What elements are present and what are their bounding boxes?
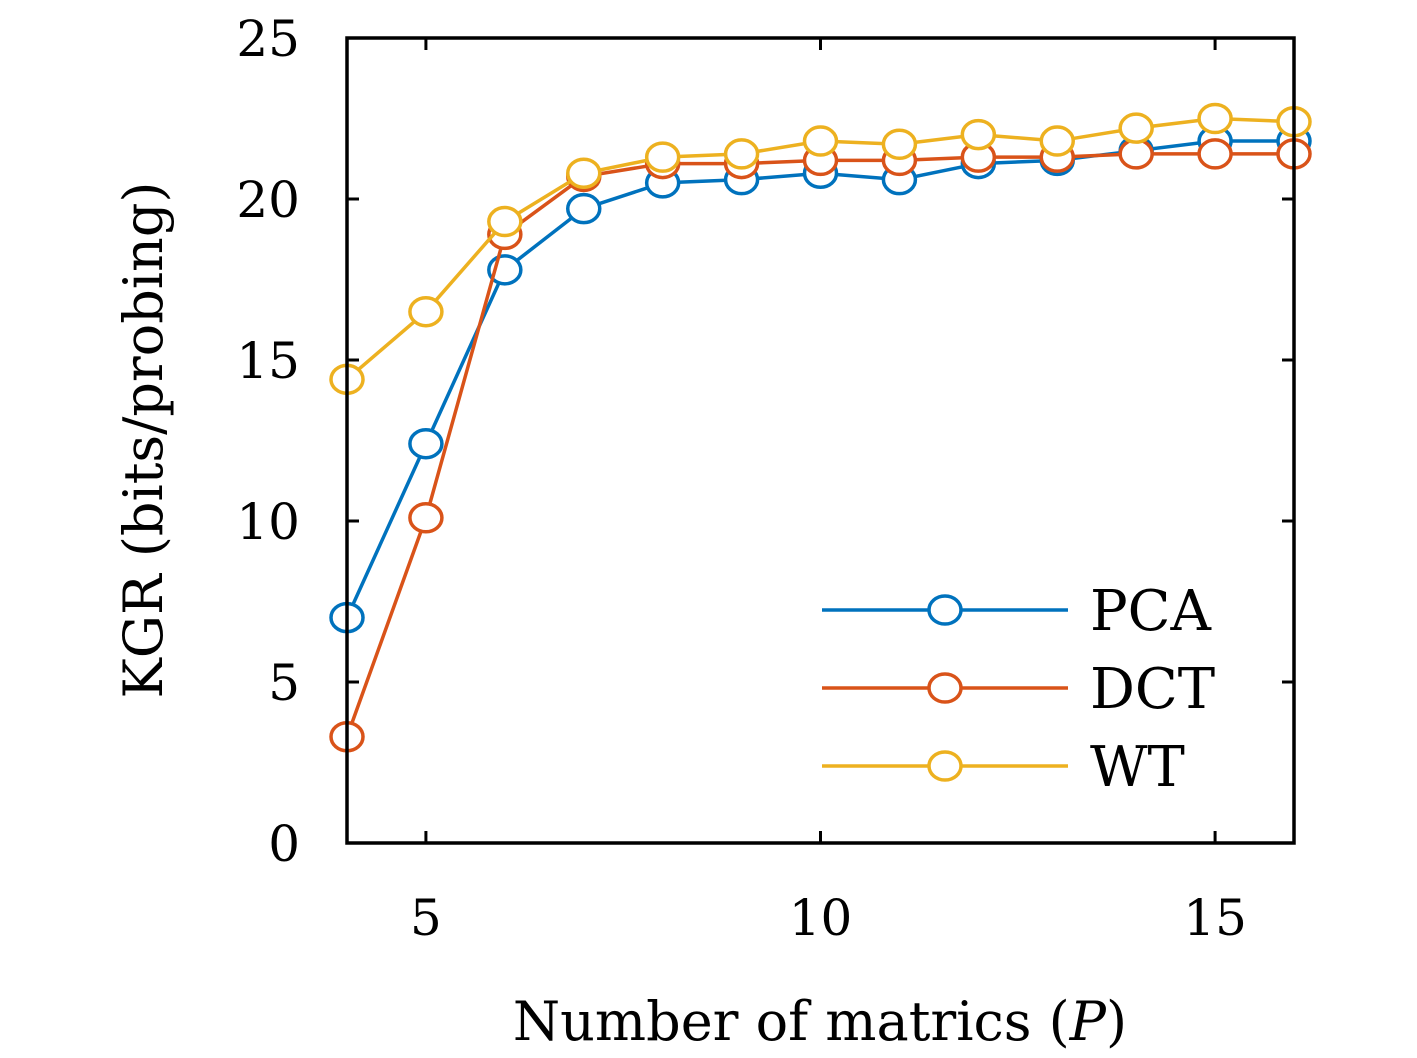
data-point bbox=[723, 138, 760, 170]
data-point bbox=[487, 205, 523, 238]
y-axis-label: KGR (bits/probing) bbox=[112, 182, 175, 699]
series-pca bbox=[329, 125, 1312, 634]
x-tick-label: 10 bbox=[789, 889, 853, 947]
data-point bbox=[1197, 138, 1233, 170]
legend-marker bbox=[927, 672, 963, 704]
data-point bbox=[566, 192, 602, 225]
plot-frame bbox=[345, 36, 1296, 845]
tick-labels: 5 10 15 0 5 10 15 20 25 bbox=[236, 10, 1247, 947]
legend-marker bbox=[927, 750, 963, 782]
series-lines bbox=[329, 102, 1312, 753]
legend-item: DCT bbox=[822, 657, 1215, 722]
y-tick-label: 25 bbox=[236, 10, 300, 68]
data-point bbox=[408, 295, 444, 328]
y-tick-label: 15 bbox=[236, 332, 300, 390]
x-axis-label: Number of matrics (P) bbox=[513, 990, 1127, 1053]
y-tick-label: 20 bbox=[236, 171, 300, 229]
data-point bbox=[960, 118, 997, 151]
legend-item: PCA bbox=[822, 579, 1212, 644]
legend-label: PCA bbox=[1090, 579, 1212, 644]
series-line bbox=[345, 139, 1294, 619]
data-point bbox=[881, 128, 918, 161]
x-tick-label: 5 bbox=[410, 889, 442, 947]
legend-label: WT bbox=[1090, 735, 1185, 800]
data-point bbox=[802, 125, 839, 157]
data-point bbox=[1118, 138, 1154, 170]
y-tick-label: 5 bbox=[268, 654, 300, 712]
data-point bbox=[644, 141, 681, 173]
legend: PCA DCT WT bbox=[822, 579, 1215, 800]
data-point bbox=[408, 502, 444, 534]
data-point bbox=[408, 427, 444, 460]
legend-label: DCT bbox=[1090, 657, 1215, 722]
data-point bbox=[566, 157, 602, 189]
x-tick-label: 15 bbox=[1183, 889, 1247, 947]
y-tick-label: 0 bbox=[268, 815, 300, 873]
legend-marker bbox=[927, 594, 963, 626]
data-point bbox=[1197, 102, 1233, 135]
data-point bbox=[1039, 125, 1075, 157]
data-point bbox=[1118, 112, 1154, 144]
legend-item: WT bbox=[822, 735, 1185, 800]
y-tick-label: 10 bbox=[236, 493, 300, 551]
